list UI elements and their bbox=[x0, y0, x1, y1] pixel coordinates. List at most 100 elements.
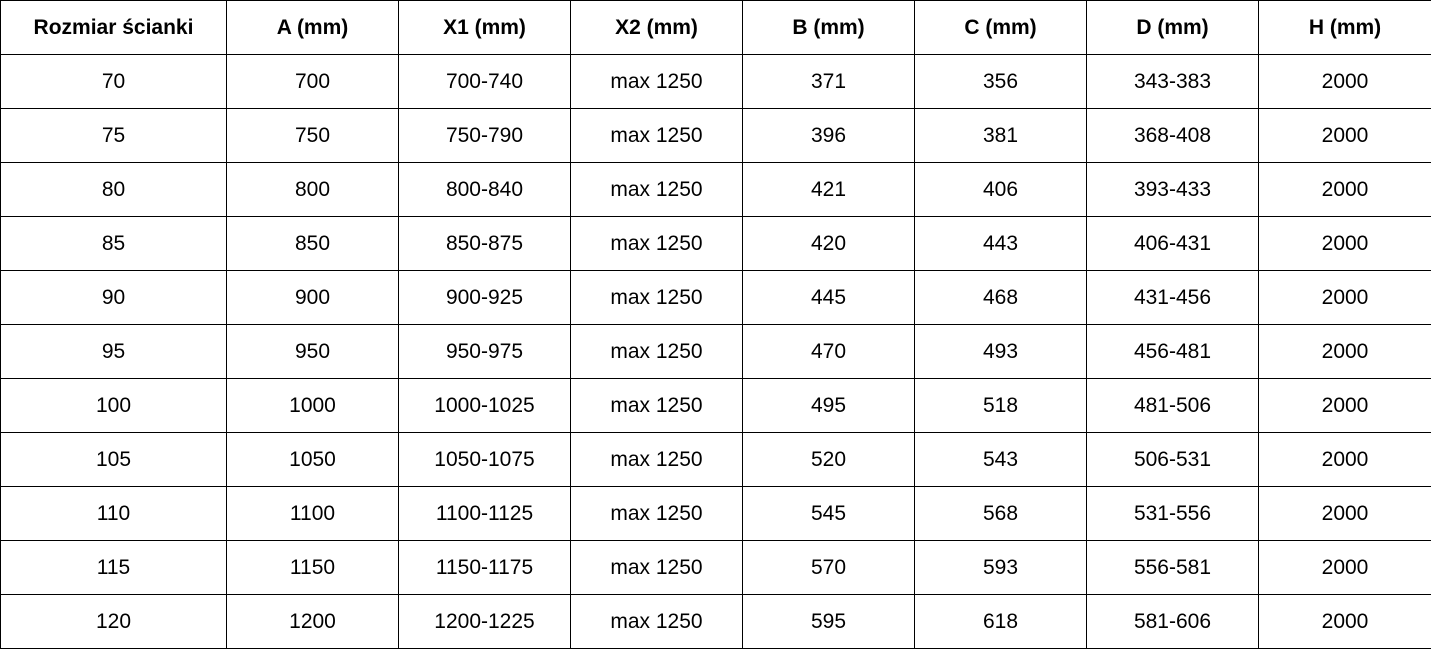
table-cell: 543 bbox=[914, 432, 1087, 487]
table-row: 80 800 800-840 max 1250 421 406 393-433 2000 bbox=[0, 162, 1431, 217]
table-cell: 750 bbox=[226, 108, 399, 163]
header-row: Rozmiar ścianki A (mm) X1 (mm) X2 (mm) B (mm… bbox=[0, 0, 1431, 55]
table-cell: 2000 bbox=[1258, 108, 1431, 163]
table-cell: 481-506 bbox=[1086, 378, 1259, 433]
table-cell: 1100-1125 bbox=[398, 486, 571, 541]
table-cell: 1050-1075 bbox=[398, 432, 571, 487]
table-cell: 406 bbox=[914, 162, 1087, 217]
table-cell: 2000 bbox=[1258, 540, 1431, 595]
table-cell: 1000 bbox=[226, 378, 399, 433]
table-cell: 556-581 bbox=[1086, 540, 1259, 595]
table-row: 120 1200 1200-1225 max 1250 595 618 581-606 200… bbox=[0, 594, 1431, 649]
table-cell: 2000 bbox=[1258, 486, 1431, 541]
table-cell: 470 bbox=[742, 324, 915, 379]
table-cell: 70 bbox=[0, 54, 227, 109]
table-cell: 443 bbox=[914, 216, 1087, 271]
table-cell: 371 bbox=[742, 54, 915, 109]
table-row: 90 900 900-925 max 1250 445 468 431-456 2000 bbox=[0, 270, 1431, 325]
table-cell: 456-481 bbox=[1086, 324, 1259, 379]
table-cell: 1150 bbox=[226, 540, 399, 595]
table-cell: 421 bbox=[742, 162, 915, 217]
table-cell: 420 bbox=[742, 216, 915, 271]
table-cell: 406-431 bbox=[1086, 216, 1259, 271]
table-cell: 900 bbox=[226, 270, 399, 325]
table-cell: 2000 bbox=[1258, 54, 1431, 109]
table-cell: 520 bbox=[742, 432, 915, 487]
table-cell: 75 bbox=[0, 108, 227, 163]
table-cell: max 1250 bbox=[570, 162, 743, 217]
table-cell: 445 bbox=[742, 270, 915, 325]
table-cell: 700 bbox=[226, 54, 399, 109]
table-cell: 396 bbox=[742, 108, 915, 163]
table-cell: 90 bbox=[0, 270, 227, 325]
table-cell: 800-840 bbox=[398, 162, 571, 217]
table-cell: max 1250 bbox=[570, 486, 743, 541]
table-cell: 568 bbox=[914, 486, 1087, 541]
table-cell: 393-433 bbox=[1086, 162, 1259, 217]
table-cell: 431-456 bbox=[1086, 270, 1259, 325]
table-cell: 2000 bbox=[1258, 378, 1431, 433]
table-cell: 2000 bbox=[1258, 432, 1431, 487]
table-cell: 518 bbox=[914, 378, 1087, 433]
table-cell: 95 bbox=[0, 324, 227, 379]
table-cell: 700-740 bbox=[398, 54, 571, 109]
table-cell: 110 bbox=[0, 486, 227, 541]
table-cell: max 1250 bbox=[570, 540, 743, 595]
table-cell: 545 bbox=[742, 486, 915, 541]
table-cell: 593 bbox=[914, 540, 1087, 595]
table-row: 70 700 700-740 max 1250 371 356 343-383 2000 bbox=[0, 54, 1431, 109]
table-cell: 381 bbox=[914, 108, 1087, 163]
table-cell: 2000 bbox=[1258, 162, 1431, 217]
table-row: 110 1100 1100-1125 max 1250 545 568 531-556 200… bbox=[0, 486, 1431, 541]
table-cell: 850 bbox=[226, 216, 399, 271]
table-row: 100 1000 1000-1025 max 1250 495 518 481-506 200… bbox=[0, 378, 1431, 433]
table-cell: max 1250 bbox=[570, 270, 743, 325]
table-cell: 100 bbox=[0, 378, 227, 433]
table-cell: max 1250 bbox=[570, 54, 743, 109]
table-cell: 1100 bbox=[226, 486, 399, 541]
column-header: C (mm) bbox=[914, 0, 1087, 55]
table-cell: 343-383 bbox=[1086, 54, 1259, 109]
table-cell: 1150-1175 bbox=[398, 540, 571, 595]
table-cell: max 1250 bbox=[570, 594, 743, 649]
table-cell: 2000 bbox=[1258, 270, 1431, 325]
table-cell: max 1250 bbox=[570, 378, 743, 433]
table-cell: 750-790 bbox=[398, 108, 571, 163]
table-cell: 368-408 bbox=[1086, 108, 1259, 163]
table-cell: 618 bbox=[914, 594, 1087, 649]
table-cell: 115 bbox=[0, 540, 227, 595]
table-cell: 800 bbox=[226, 162, 399, 217]
column-header: X1 (mm) bbox=[398, 0, 571, 55]
table-cell: 950 bbox=[226, 324, 399, 379]
table-cell: 495 bbox=[742, 378, 915, 433]
table-cell: max 1250 bbox=[570, 216, 743, 271]
table-cell: 2000 bbox=[1258, 216, 1431, 271]
table-cell: 1050 bbox=[226, 432, 399, 487]
table-cell: 570 bbox=[742, 540, 915, 595]
column-header: Rozmiar ścianki bbox=[0, 0, 227, 55]
table-row: 85 850 850-875 max 1250 420 443 406-431 2000 bbox=[0, 216, 1431, 271]
column-header: D (mm) bbox=[1086, 0, 1259, 55]
table-cell: 468 bbox=[914, 270, 1087, 325]
column-header: H (mm) bbox=[1258, 0, 1431, 55]
table-cell: max 1250 bbox=[570, 432, 743, 487]
table-cell: 85 bbox=[0, 216, 227, 271]
table-cell: 493 bbox=[914, 324, 1087, 379]
table-cell: 105 bbox=[0, 432, 227, 487]
table-row: 95 950 950-975 max 1250 470 493 456-481 2000 bbox=[0, 324, 1431, 379]
table-cell: 80 bbox=[0, 162, 227, 217]
column-header: A (mm) bbox=[226, 0, 399, 55]
table-cell: 850-875 bbox=[398, 216, 571, 271]
table-row: 115 1150 1150-1175 max 1250 570 593 556-581 200… bbox=[0, 540, 1431, 595]
table-cell: 506-531 bbox=[1086, 432, 1259, 487]
column-header: B (mm) bbox=[742, 0, 915, 55]
table-cell: max 1250 bbox=[570, 108, 743, 163]
table-cell: 531-556 bbox=[1086, 486, 1259, 541]
table-cell: 900-925 bbox=[398, 270, 571, 325]
table-cell: 581-606 bbox=[1086, 594, 1259, 649]
column-header: X2 (mm) bbox=[570, 0, 743, 55]
table-cell: 1000-1025 bbox=[398, 378, 571, 433]
table-cell: 120 bbox=[0, 594, 227, 649]
table-row: 105 1050 1050-1075 max 1250 520 543 506-531 200… bbox=[0, 432, 1431, 487]
table-cell: max 1250 bbox=[570, 324, 743, 379]
